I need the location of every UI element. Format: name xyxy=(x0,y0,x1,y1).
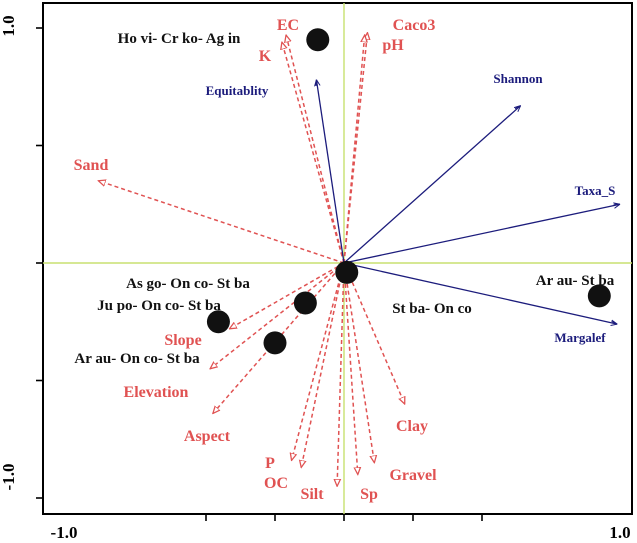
env-label-ph: pH xyxy=(382,37,404,54)
diversity-label-shannon: Shannon xyxy=(493,71,543,86)
x-tick-label-1: 1.0 xyxy=(609,523,630,542)
env-label-k: K xyxy=(259,48,272,65)
env-vector-sand xyxy=(98,181,345,264)
diversity-vectors: Equitablity Shannon Taxa_S Margalef xyxy=(206,71,620,345)
group-point-ar-au-st-ba xyxy=(587,284,611,308)
env-vector-caco3 xyxy=(343,33,367,264)
group-point-as-go-on-co-st-ba xyxy=(293,291,317,315)
environmental-vectors: EC K Caco3 pH Sand Slope Elevation Aspect P OC Sil… xyxy=(74,17,437,503)
env-vector-ph xyxy=(343,35,365,264)
plot-frame xyxy=(42,2,633,515)
axes-layer: -1.0 1.0 1.0 -1.0 xyxy=(0,3,632,542)
env-label-ec: EC xyxy=(277,17,299,34)
group-label-ho-vi-cr-ko-ag-in: Ho vi- Cr ko- Ag in xyxy=(118,31,241,47)
env-label-oc: OC xyxy=(264,475,288,492)
env-vector-clay xyxy=(343,262,405,404)
env-vector-silt xyxy=(337,262,345,486)
env-vector-sp xyxy=(343,262,358,475)
env-label-clay: Clay xyxy=(396,418,428,435)
env-label-sand: Sand xyxy=(74,157,109,174)
env-vector-k xyxy=(282,42,345,264)
env-vector-elevation xyxy=(210,262,345,369)
group-point-st-ba-on-co xyxy=(335,260,359,284)
env-vector-gravel xyxy=(343,262,374,463)
group-label-ju-po-on-co-st-ba: Ju po- On co- St ba xyxy=(97,298,221,314)
env-label-silt: Silt xyxy=(300,486,324,503)
group-point-ar-au-on-co-st-ba xyxy=(263,331,287,355)
group-label-ar-au-on-co-st-ba: Ar au- On co- St ba xyxy=(74,351,200,367)
env-label-sp: Sp xyxy=(360,486,378,503)
diversity-label-taxa-s: Taxa_S xyxy=(575,183,616,198)
env-label-slope: Slope xyxy=(164,332,201,349)
group-point-ho-vi-cr-ko-ag-in xyxy=(306,28,330,52)
group-points: Ho vi- Cr ko- Ag in Ar au- St ba As go- On… xyxy=(74,28,615,367)
y-tick-label-0: 1.0 xyxy=(0,15,18,36)
env-label-gravel: Gravel xyxy=(389,467,437,484)
diversity-label-equitablity: Equitablity xyxy=(206,83,269,98)
group-label-st-ba-on-co: St ba- On co xyxy=(392,301,472,317)
diversity-label-margalef: Margalef xyxy=(554,330,606,345)
diversity-vector-taxa-s xyxy=(343,204,620,264)
env-vector-p xyxy=(292,262,345,460)
y-tick-label-1: -1.0 xyxy=(0,464,18,491)
group-label-ar-au-st-ba: Ar au- St ba xyxy=(536,273,615,289)
x-tick-label-0: -1.0 xyxy=(51,523,78,542)
env-label-p: P xyxy=(265,455,275,472)
env-vector-slope xyxy=(229,262,345,329)
diversity-vector-shannon xyxy=(343,105,521,264)
env-label-elevation: Elevation xyxy=(124,384,189,401)
diversity-vector-equitablity xyxy=(316,80,345,264)
env-label-caco3: Caco3 xyxy=(393,17,436,34)
group-label-as-go-on-co-st-ba: As go- On co- St ba xyxy=(126,276,250,292)
group-point-ju-po-on-co-st-ba xyxy=(206,310,230,334)
diversity-vector-margalef xyxy=(343,262,617,324)
env-vector-ec xyxy=(286,35,345,264)
env-label-aspect: Aspect xyxy=(184,428,231,445)
